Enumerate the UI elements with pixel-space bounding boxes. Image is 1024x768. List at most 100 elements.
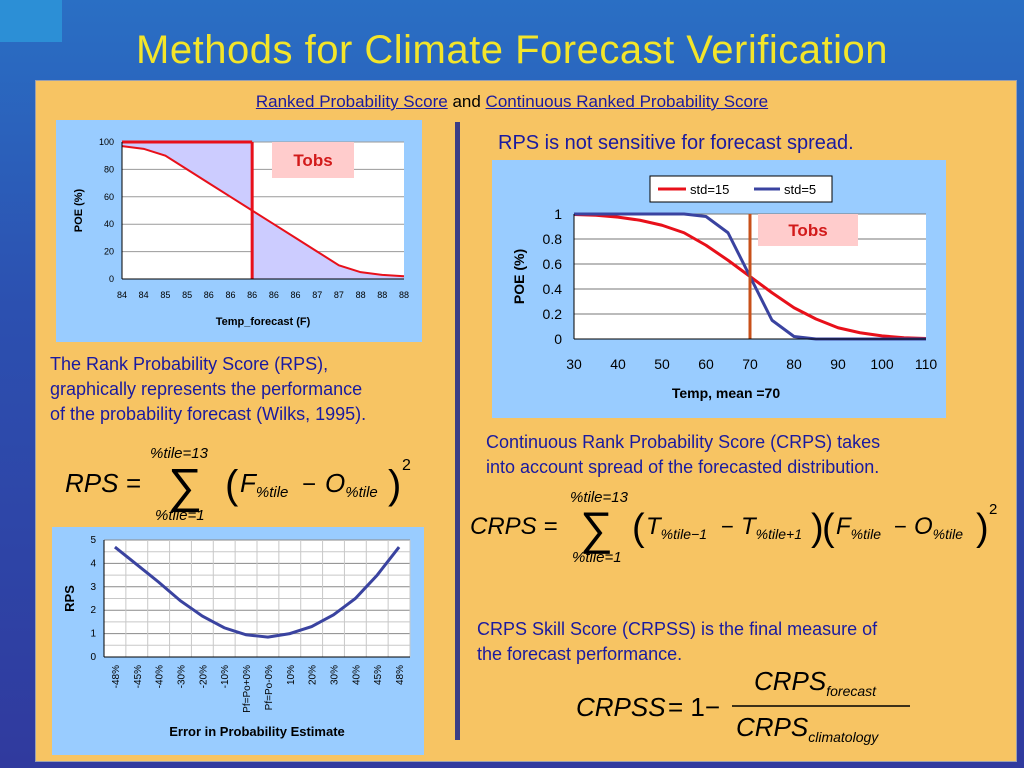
x-axis-label: Error in Probability Estimate [169, 724, 345, 739]
crps-sum-lower: %tile=1 [572, 549, 622, 566]
y-tick-label: 0.4 [543, 281, 563, 297]
y-tick-label: 5 [90, 535, 96, 546]
rps-equation: %tile=13 RPS = ∑ %tile=1 ( F%tile − O%ti… [65, 445, 411, 524]
x-tick-label: 48% [395, 665, 406, 685]
y-axis-label: POE (%) [73, 188, 85, 232]
x-tick-label: -30% [177, 665, 188, 688]
crpss-lhs: CRPSS [576, 692, 666, 722]
shaded-area-right [252, 210, 404, 279]
crps-square: 2 [989, 501, 997, 518]
crps-lhs: CRPS = [470, 513, 557, 540]
y-tick-label: 0.6 [543, 256, 563, 272]
rps-sum-lower: %tile=1 [155, 507, 205, 524]
crps-o-term: O%tile [914, 513, 963, 542]
crpss-description-line-1: CRPS Skill Score (CRPSS) is the final me… [477, 619, 878, 639]
x-tick-label: 40 [610, 356, 626, 372]
crps-paren-1-close: ) [811, 507, 824, 549]
x-tick-label: 88 [356, 290, 366, 300]
rps-description-line-1: The Rank Probability Score (RPS), [50, 354, 329, 374]
x-tick-label: 87 [312, 290, 322, 300]
y-tick-label: 0 [109, 274, 114, 284]
legend-label-std15: std=15 [690, 182, 729, 197]
x-tick-label: 86 [225, 290, 235, 300]
x-tick-label: 45% [373, 665, 384, 685]
rps-f-term: F%tile [240, 468, 288, 501]
rps-lhs: RPS = [65, 468, 141, 498]
rps-description-line-2: graphically represents the performance [50, 379, 363, 399]
x-tick-label: -20% [198, 665, 209, 688]
crpss-denominator: CRPSclimatology [736, 712, 879, 745]
rps-close-paren: ) [388, 463, 401, 507]
y-tick-label: 80 [104, 164, 114, 174]
crps-paren-2-open: ( [822, 507, 835, 549]
x-axis-label: Temp, mean =70 [672, 385, 781, 401]
x-tick-label: 86 [247, 290, 257, 300]
x-tick-label: 90 [830, 356, 846, 372]
y-tick-label: 1 [554, 206, 562, 222]
crpss-num-sub: forecast [826, 683, 877, 699]
x-tick-label: -48% [111, 665, 122, 688]
y-tick-label: 0.8 [543, 231, 563, 247]
poe-spread-chart-svg: 0 0.2 0.4 0.6 0.8 1 30 40 50 60 70 80 90 100 110 std=15… [511, 175, 938, 401]
x-tick-label: 10% [286, 665, 297, 685]
x-axis-label: Temp_forecast (F) [216, 316, 311, 328]
crpss-num-main: CRPS [754, 666, 827, 696]
tobs-tag-box [758, 214, 858, 246]
y-tick-label: 3 [90, 582, 96, 593]
rps-error-chart: 0 1 2 3 4 5 -48% -45% -40% -30% -20% -10% Pf=Po+0% Pf… [52, 527, 424, 755]
y-axis-label: RPS [62, 585, 77, 612]
rps-curve [113, 545, 401, 639]
legend-label-std5: std=5 [784, 182, 816, 197]
x-tick-label: 88 [377, 290, 387, 300]
y-axis-label: POE (%) [511, 249, 527, 304]
crps-description-line-1: Continuous Rank Probability Score (CRPS)… [486, 432, 881, 452]
y-tick-label: 60 [104, 192, 114, 202]
subtitle-and: and [452, 92, 481, 111]
column-divider [455, 122, 460, 740]
x-tick-label: 86 [204, 290, 214, 300]
crpss-equation: CRPSS = 1− CRPSforecast CRPSclimatology [576, 666, 910, 745]
tobs-tag-label: Tobs [293, 151, 332, 170]
x-tick-label: Pf=Po+0% [242, 665, 253, 713]
rps-square: 2 [402, 457, 411, 474]
crpss-description-line-2: the forecast performance. [477, 644, 683, 664]
crps-paren-1-open: ( [632, 507, 645, 549]
corner-accent [0, 0, 62, 42]
x-tick-label: 110 [915, 356, 938, 372]
rps-minus: − [302, 471, 316, 498]
y-tick-label: 1 [90, 629, 96, 640]
x-tick-label: 30% [330, 665, 341, 685]
x-tick-label: 30 [566, 356, 582, 372]
x-tick-label: 100 [870, 356, 894, 372]
crps-sum-upper: %tile=13 [570, 489, 629, 506]
rps-o-term: O%tile [325, 468, 378, 501]
y-tick-label: 0.2 [543, 306, 563, 322]
crps-description-line-2: into account spread of the forecasted di… [486, 457, 880, 477]
y-tick-label: 20 [104, 247, 114, 257]
rps-description-line-3: of the probability forecast (Wilks, 1995… [50, 404, 367, 424]
rps-error-chart-svg: 0 1 2 3 4 5 -48% -45% -40% -30% -20% -10% Pf=Po+0% Pf… [62, 535, 411, 739]
poe-curve [121, 145, 405, 278]
crps-t-term: T%tile−1 [646, 513, 707, 542]
x-tick-label: 86 [269, 290, 279, 300]
poe-step-chart-svg: 0 20 40 60 80 100 84 84 85 85 86 86 86 86 86 87 87 88 88 88… [73, 137, 409, 328]
poe-spread-chart: 0 0.2 0.4 0.6 0.8 1 30 40 50 60 70 80 90 100 110 std=15… [492, 160, 946, 418]
x-tick-label: 80 [786, 356, 802, 372]
y-tick-label: 4 [90, 558, 96, 569]
x-tick-label: 60 [698, 356, 714, 372]
crps-f-term: F%tile [836, 513, 881, 542]
y-tick-label: 0 [90, 652, 96, 663]
slide-title: Methods for Climate Forecast Verificatio… [136, 28, 888, 72]
rps-sigma: ∑ [168, 460, 202, 513]
y-tick-label: 0 [554, 331, 562, 347]
poe-step-chart: 0 20 40 60 80 100 84 84 85 85 86 86 86 86 86 87 87 88 88 88… [56, 120, 422, 342]
rps-description: The Rank Probability Score (RPS), graphi… [50, 352, 450, 427]
crpss-one-minus: = 1− [668, 692, 720, 722]
x-tick-label: Pf=Po-0% [264, 665, 275, 710]
shaded-area-left [122, 142, 253, 211]
x-tick-label: 50 [654, 356, 670, 372]
x-tick-label: -40% [155, 665, 166, 688]
rps-note: RPS is not sensitive for forecast spread… [498, 132, 854, 154]
x-tick-label: 85 [182, 290, 192, 300]
crpss-den-main: CRPS [736, 712, 809, 742]
